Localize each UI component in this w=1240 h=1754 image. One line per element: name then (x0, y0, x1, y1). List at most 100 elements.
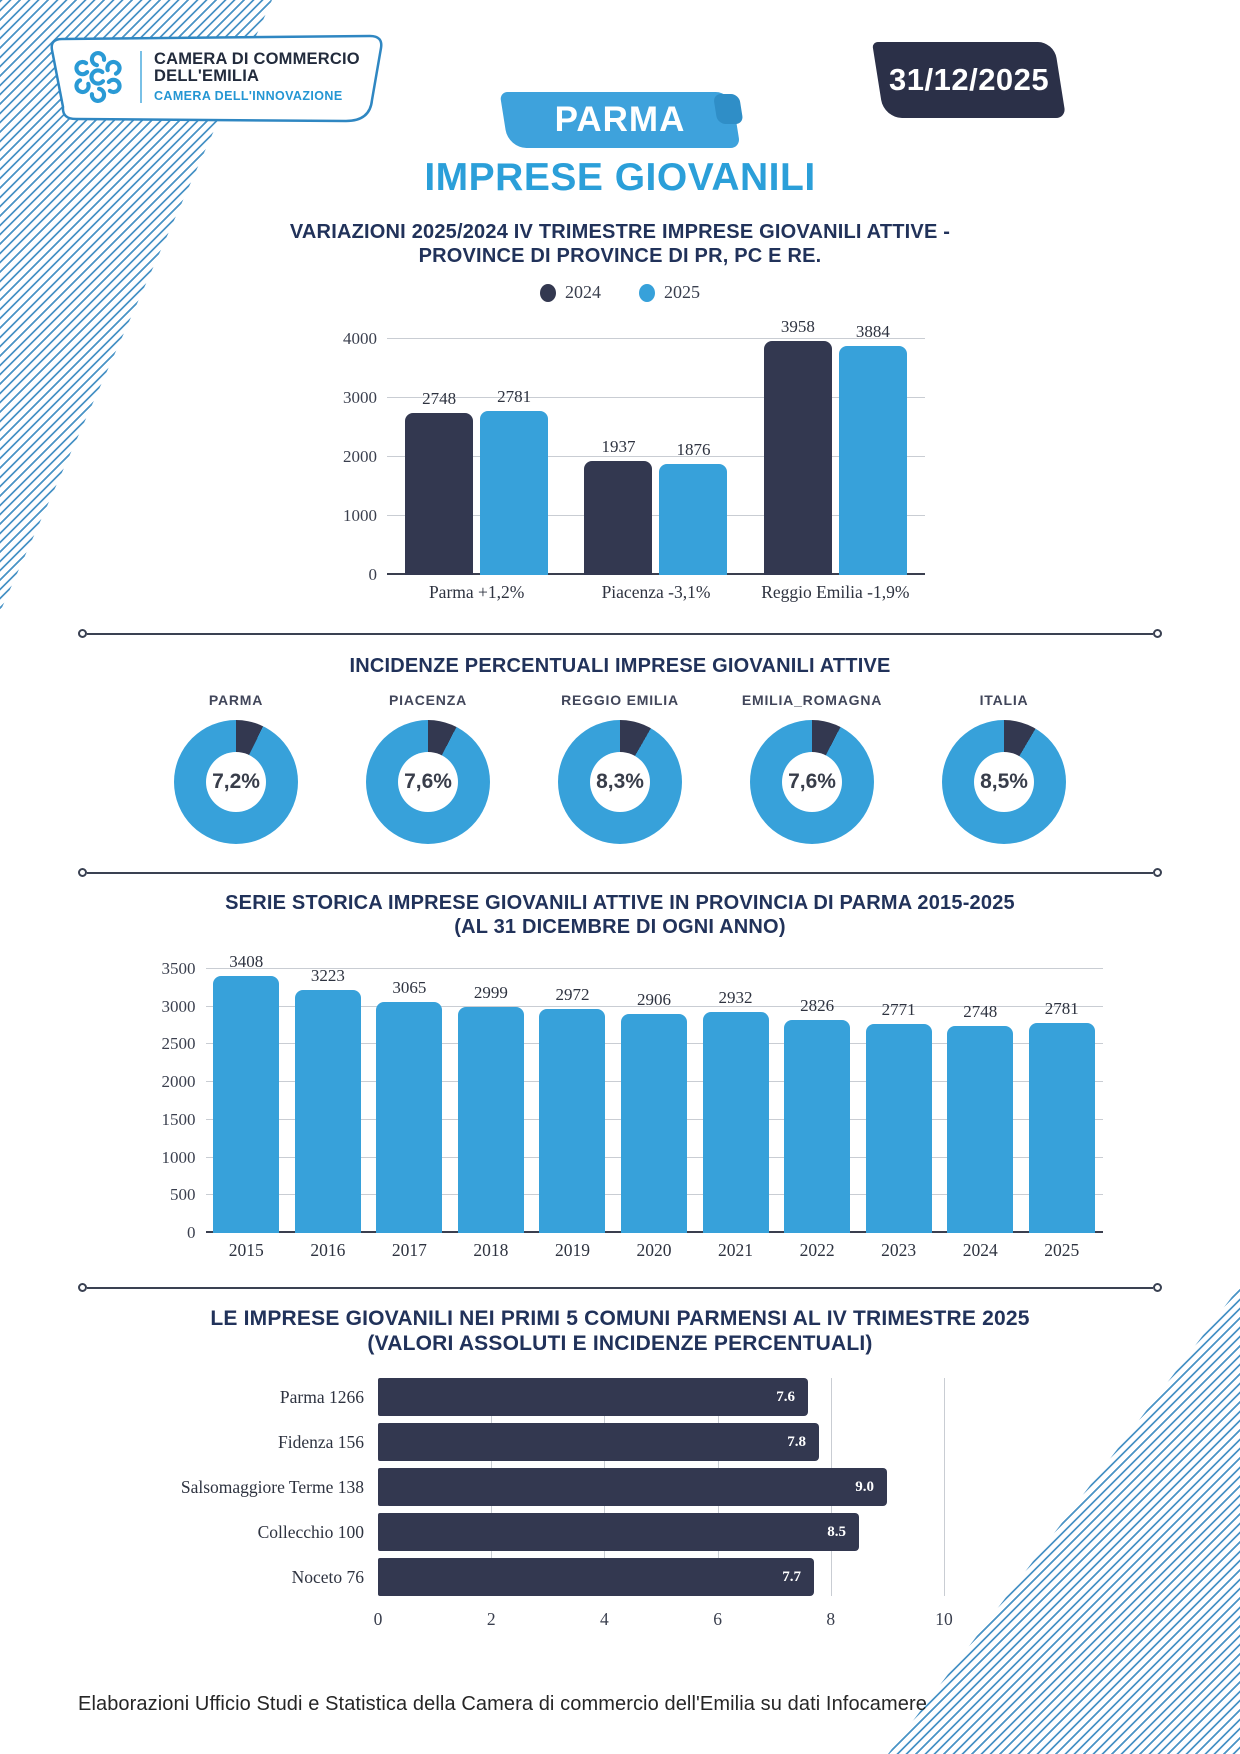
y-axis-tick-label: 500 (170, 1185, 196, 1205)
x-axis-tick-label: 2 (486, 1609, 496, 1630)
bar-group: 2972 (532, 985, 614, 1233)
y-axis-tick-label: 2000 (161, 1072, 196, 1092)
donut-ring: 8,3% (558, 720, 682, 844)
donut-chart: REGGIO EMILIA 8,3% (541, 692, 699, 844)
hbar-category-label: Parma 1266 (279, 1386, 364, 1407)
donut-chart: ITALIA 8,5% (925, 692, 1083, 844)
divider-line (87, 632, 1153, 635)
region-badge-text: PARMA (554, 100, 686, 139)
bar-value-label: 2771 (881, 1000, 916, 1019)
category-label: 2017 (391, 1240, 427, 1260)
grid-line (205, 1005, 1103, 1007)
y-axis-tick-label: 4000 (343, 329, 377, 348)
x-axis-tick-label: 0 (373, 1609, 383, 1630)
donut-chart: EMILIA_ROMAGNA 7,6% (733, 692, 891, 844)
logo-line3: CAMERA DELL'INNOVAZIONE (154, 88, 343, 103)
bar: 3958 (763, 317, 832, 575)
bar-group: 2748 2781 (387, 387, 566, 575)
y-axis-tick-label: 3000 (161, 996, 196, 1016)
bar-value-label: 3884 (855, 322, 890, 341)
legend-label-2025: 2025 (664, 282, 700, 302)
bar: 2748 (947, 1002, 1014, 1233)
section-divider-2 (78, 868, 1162, 877)
y-axis-tick-label: 1500 (161, 1109, 196, 1129)
donut-label: EMILIA_ROMAGNA (741, 692, 883, 708)
x-axis-tick-label: 6 (713, 1609, 722, 1630)
grid-line (387, 515, 925, 516)
bar-group: 2826 (776, 996, 858, 1233)
bar-group: 2932 (695, 988, 777, 1233)
y-axis-tick-label: 0 (187, 1223, 196, 1242)
hbar-row: Salsomaggiore Terme 138 9.0 (160, 1468, 1060, 1507)
hbar-row: Collecchio 100 8.5 (160, 1513, 1060, 1552)
donut-percentage: 7,6% (782, 752, 842, 812)
chart-serie-storica: 0 500 1000 1500 2000 2500 3000 3500 3408 3223 3065… (138, 952, 1103, 1261)
category-label: 2025 (1044, 1240, 1080, 1260)
divider-end-circle (78, 868, 87, 877)
donut-label: ITALIA (979, 692, 1029, 708)
vertical-grid-line (944, 1378, 945, 1597)
category-label: Piacenza -3,1% (601, 582, 711, 602)
chart1-title: VARIAZIONI 2025/2024 IV TRIMESTRE IMPRES… (0, 220, 1240, 268)
logo-line1: CAMERA DI COMMERCIO (154, 50, 360, 69)
category-label: 2021 (718, 1240, 754, 1260)
y-axis-tick-label: 2500 (161, 1034, 196, 1054)
category-label: 2020 (636, 1240, 672, 1260)
bar-group: 2781 (1021, 999, 1103, 1233)
bar-value-label: 1876 (676, 440, 711, 459)
hbar-track: 8.5 (378, 1513, 944, 1552)
bar-value-label: 2748 (422, 389, 457, 408)
chart1-category-labels: Parma +1,2% Piacenza -3,1% Reggio Emilia -… (387, 575, 925, 603)
chart3-title-line1: SERIE STORICA IMPRESE GIOVANILI ATTIVE I… (225, 892, 1015, 914)
chart4-title-line2: (VALORI ASSOLUTI E INCIDENZE PERCENTUALI… (367, 1332, 873, 1356)
bar: 3223 (294, 966, 361, 1233)
bar-group: 3223 (287, 966, 369, 1233)
bar-groups: 2748 2781 1937 1876 3958 3884 (387, 317, 925, 575)
hbar: 7.7 (378, 1558, 814, 1597)
bar-value-label: 2999 (473, 983, 508, 1002)
donut-ring: 7,6% (366, 720, 490, 844)
divider-end-circle (78, 629, 87, 638)
legend-dot-2025 (639, 283, 655, 302)
chart4-title-line1: LE IMPRESE GIOVANILI NEI PRIMI 5 COMUNI … (210, 1307, 1030, 1330)
donut-section-title: INCIDENZE PERCENTUALI IMPRESE GIOVANILI … (349, 655, 891, 677)
hbar-row: Noceto 76 7.7 (160, 1558, 1060, 1597)
bar-group: 3065 (369, 978, 451, 1233)
hbar-row: Fidenza 156 7.8 (160, 1423, 1060, 1462)
bar-value-label: 2972 (555, 985, 590, 1004)
date-badge: 31/12/2025 (871, 42, 1067, 118)
hbar-track: 9.0 (378, 1468, 944, 1507)
hbar-category-label: Collecchio 100 (257, 1521, 364, 1542)
bar-value-label: 3958 (780, 317, 815, 336)
y-axis-tick-label: 2000 (343, 447, 377, 466)
donut-label: PIACENZA (389, 692, 467, 708)
hbar-value-label: 7.8 (787, 1433, 806, 1450)
bar-group: 2771 (858, 1000, 940, 1233)
logo-divider (140, 51, 142, 103)
legend-dot-2024 (540, 283, 556, 302)
donut-percentage: 8,3% (590, 752, 650, 812)
bar-groups: 3408 3223 3065 2999 2972 2906 2932 2826 2771 2748… (206, 952, 1103, 1233)
divider-end-circle (1153, 868, 1162, 877)
hbar-category-label: Fidenza 156 (277, 1431, 364, 1452)
bar-value-label: 3223 (310, 966, 345, 985)
bar-value-label: 2826 (800, 996, 835, 1015)
donut-label: PARMA (208, 692, 264, 708)
donut-ring: 7,2% (174, 720, 298, 844)
chamber-logo-icon (74, 51, 122, 103)
logo-line2: DELL'EMILIA (154, 67, 260, 86)
bar-value-label: 2906 (637, 990, 671, 1009)
chart3-title: SERIE STORICA IMPRESE GIOVANILI ATTIVE I… (0, 891, 1240, 939)
category-label: 2024 (962, 1240, 998, 1260)
divider-line (87, 871, 1153, 874)
bar: 2748 (405, 389, 474, 575)
divider-end-circle (78, 1283, 87, 1292)
hbar-track: 7.6 (378, 1378, 944, 1417)
region-badge: PARMA (499, 92, 741, 148)
category-label: 2015 (228, 1240, 264, 1260)
logo-card-frame (50, 34, 383, 123)
chart-variazioni: 0 1000 2000 3000 4000 2748 2781 1937 1876 3958 388… (315, 317, 925, 603)
donut-chart: PIACENZA 7,6% (349, 692, 507, 844)
hbar-row: Parma 1266 7.6 (160, 1378, 1060, 1417)
category-label: 2018 (473, 1240, 509, 1260)
